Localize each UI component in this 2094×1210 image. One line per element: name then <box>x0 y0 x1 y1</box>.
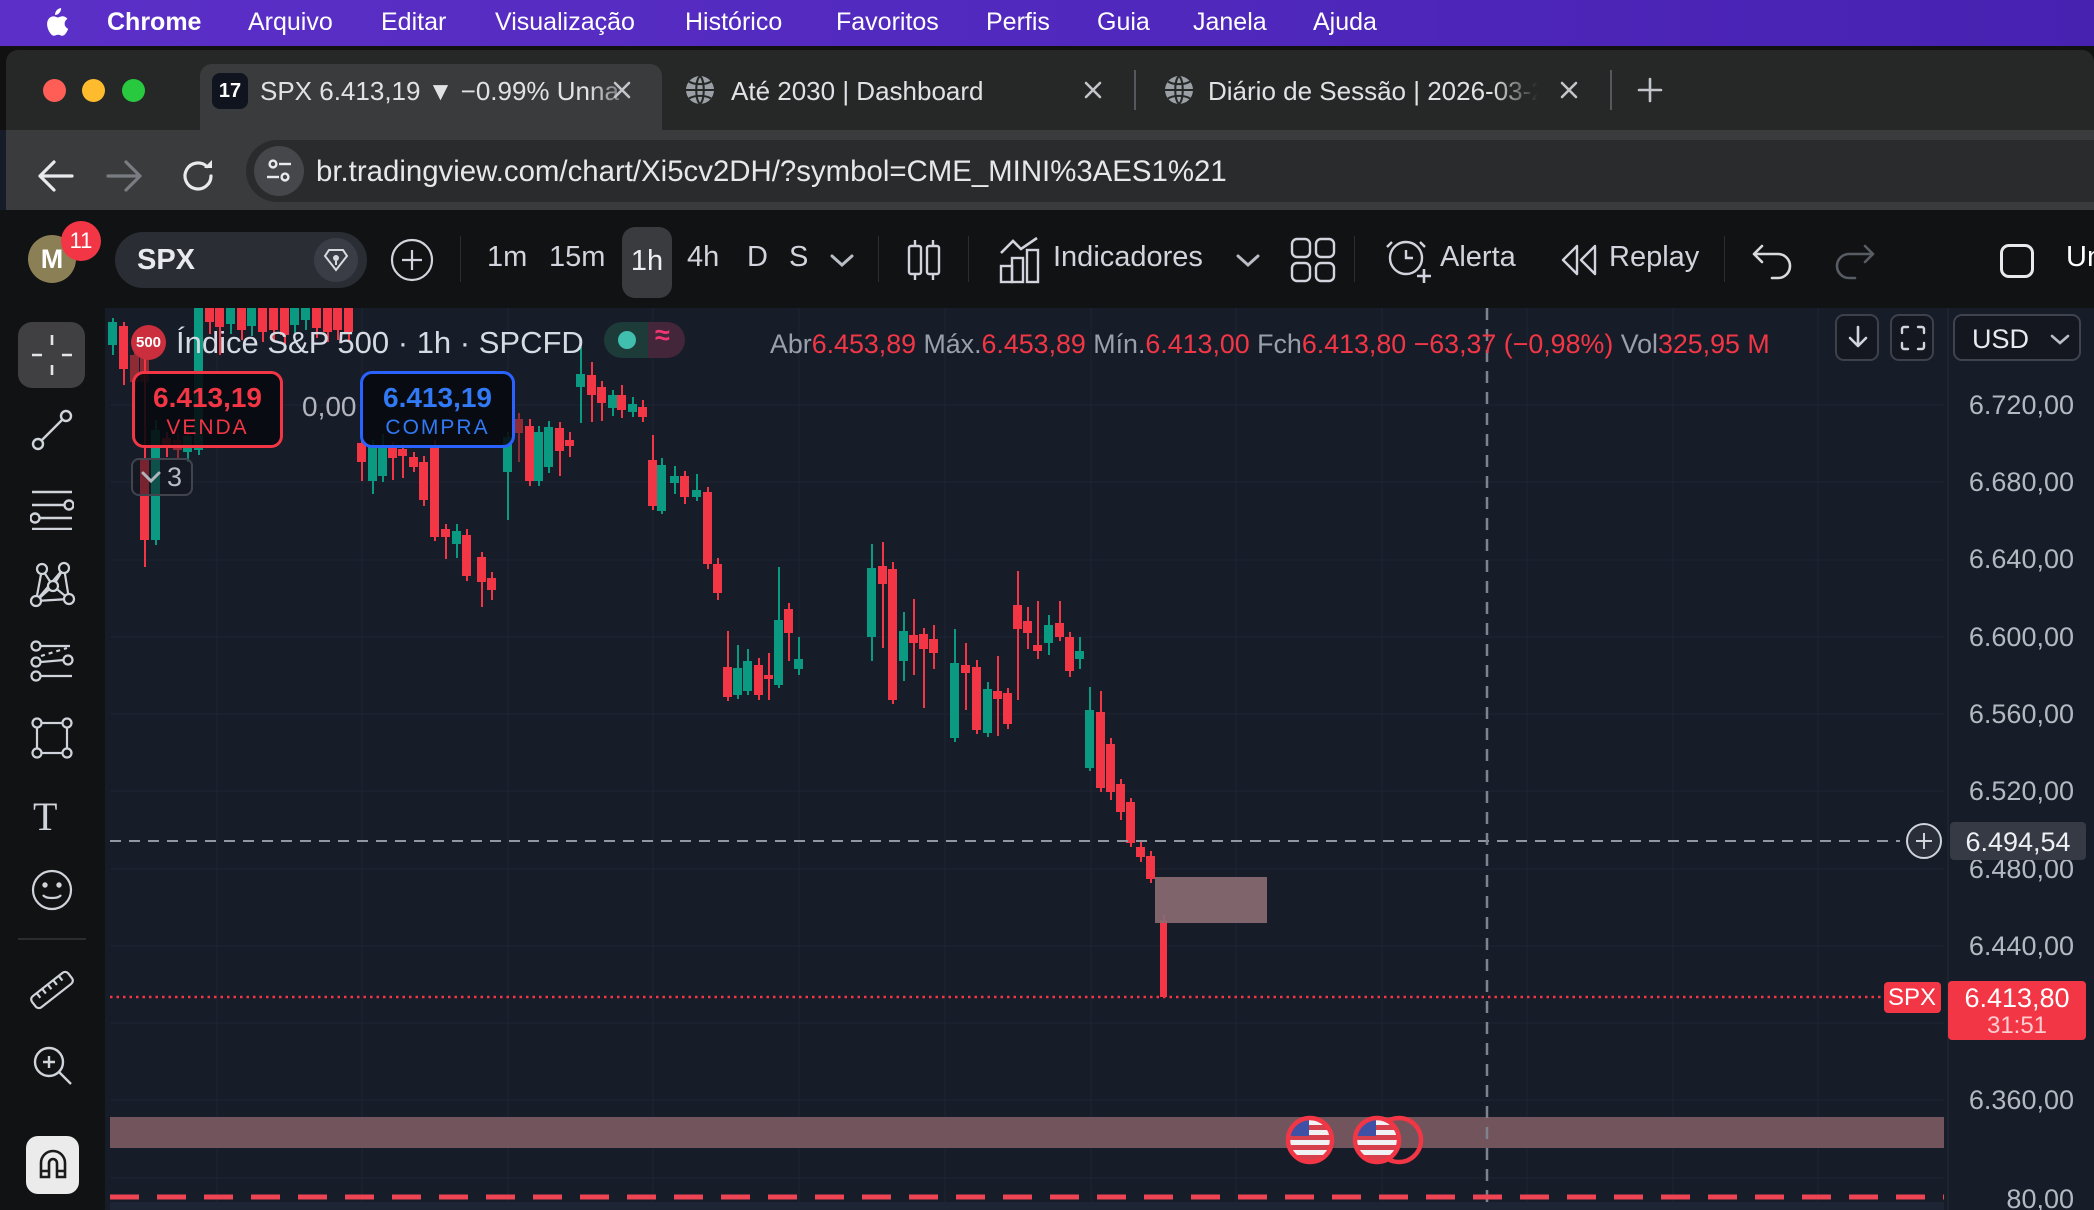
svg-text:6.640,00: 6.640,00 <box>1969 544 2074 574</box>
svg-text:6.560,00: 6.560,00 <box>1969 699 2074 729</box>
svg-text:6.440,00: 6.440,00 <box>1969 931 2074 961</box>
svg-text:6.360,00: 6.360,00 <box>1969 1085 2074 1115</box>
svg-text:6.520,00: 6.520,00 <box>1969 776 2074 806</box>
svg-text:6.600,00: 6.600,00 <box>1969 622 2074 652</box>
svg-text:6.413,80: 6.413,80 <box>1964 983 2069 1013</box>
svg-text:6.720,00: 6.720,00 <box>1969 390 2074 420</box>
svg-text:80,00: 80,00 <box>2006 1184 2074 1210</box>
svg-text:31:51: 31:51 <box>1987 1012 2047 1039</box>
svg-text:SPX: SPX <box>1888 984 1936 1011</box>
svg-text:6.680,00: 6.680,00 <box>1969 467 2074 497</box>
svg-text:6.494,54: 6.494,54 <box>1965 827 2070 857</box>
